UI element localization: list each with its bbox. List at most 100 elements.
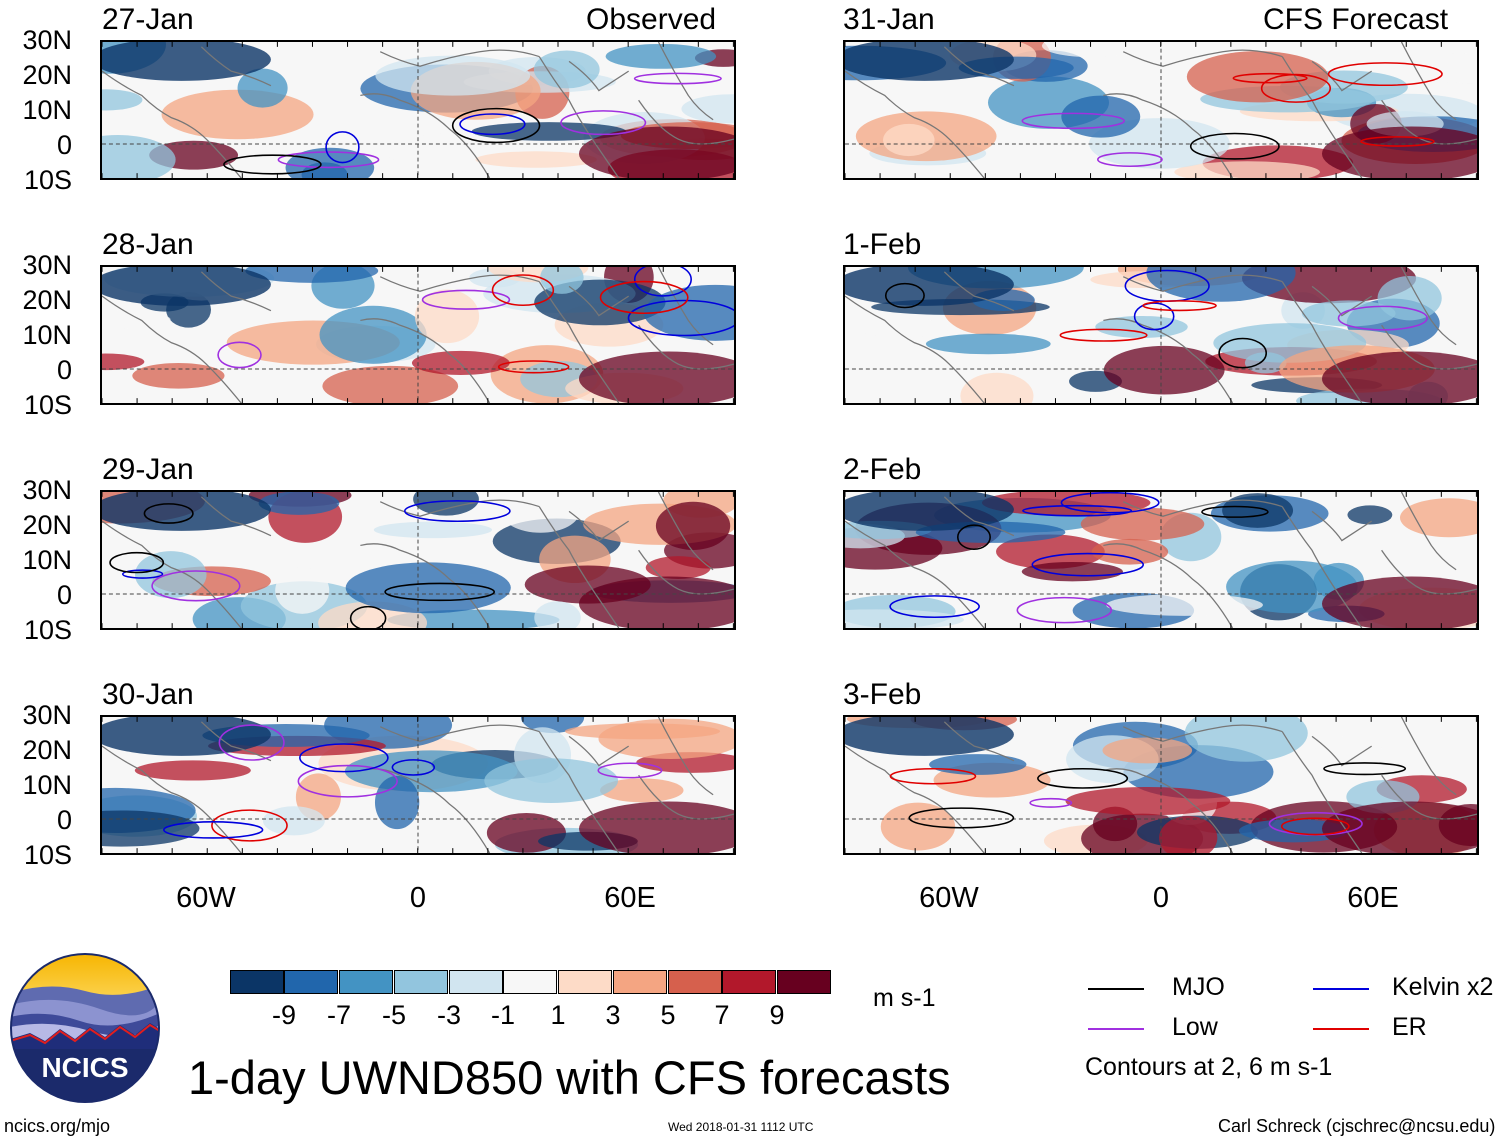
wind-anomaly-blob [301,162,348,178]
panel-date-27-jan: 27-Jan [102,3,194,36]
colorbar-tick: 1 [550,1000,566,1030]
panel-date-28-jan: 28-Jan [102,228,194,261]
wind-anomaly-blob [1347,505,1393,525]
coastline [200,271,272,312]
wind-anomaly-blob [102,309,171,330]
panel-date-31-jan: 31-Jan [843,3,935,36]
coastline [1103,318,1234,403]
wind-anomaly-blob [600,778,684,803]
mjo-contour [143,503,194,524]
wind-anomaly-blob [598,718,734,759]
wind-anomaly-blob [132,362,225,389]
coastline [200,496,272,537]
footer-author: Carl Schreck (cjschrec@ncsu.edu) [1218,1116,1496,1136]
wind-anomaly-blob [413,492,479,516]
colorbar-tick: -5 [381,1000,406,1030]
easterly-anomaly [102,267,271,306]
er-contour [1142,300,1217,312]
mjo-contour [956,524,991,550]
lon-label-60w: 60W [919,882,979,914]
coastline [638,549,734,595]
wind-anomaly-blob [1186,51,1329,103]
low-contour [1097,152,1163,168]
wind-anomaly-blob [883,123,935,157]
wind-anomaly-blob [102,810,200,847]
coastline [638,324,734,370]
wind-anomaly-blob [319,305,427,364]
lat-label-10n: 10N [22,320,72,350]
colorbar-tick: -3 [436,1000,461,1030]
coastline [943,271,1015,312]
wind-anomaly-blob [645,556,711,580]
low-contour [597,762,663,779]
wind-anomaly-blob [605,43,717,69]
westerly-anomaly [1322,351,1477,403]
colorbar-units: m s-1 [873,984,936,1012]
legend-label-er: ER [1392,1013,1427,1041]
er-contour [1327,62,1443,87]
map-panel-1-feb [843,265,1479,405]
coastline [1122,49,1283,67]
kelvin-contour [1133,302,1175,331]
coastline [1381,549,1477,595]
mjo-contour [1189,132,1280,160]
low-contour [277,151,380,169]
coastline [568,60,630,92]
mjo-contour [1201,505,1269,518]
lon-label-0: 0 [1152,882,1170,914]
er-contour [491,274,555,307]
coastline [568,735,630,767]
map-panel-29-jan [100,490,736,630]
coastline [379,49,540,67]
wind-anomaly-blob [484,758,619,803]
wind-anomaly-blob [655,501,731,550]
wind-anomaly-blob [1061,95,1141,138]
low-contour [218,724,285,761]
low-contour [633,72,722,85]
mjo-contour [223,154,322,175]
kelvin-contour [627,299,734,337]
coastline [1103,543,1234,628]
coastline [200,46,272,87]
mjo-contour [1037,768,1129,789]
kelvin-contour [1022,504,1133,517]
kelvin-contour [299,743,389,773]
lon-label-60e: 60E [1347,882,1399,914]
westerly-anomaly [1322,576,1477,628]
er-contour [211,809,288,842]
panel-date-29-jan: 29-Jan [102,453,194,486]
coastline [568,285,630,317]
coastline [102,745,242,853]
coastline [1311,285,1373,317]
coastline [1311,735,1373,767]
colorbar-tick: -1 [490,1000,515,1030]
footer-url[interactable]: ncics.org/mjo [4,1116,111,1136]
panel-date-2-feb: 2-Feb [843,453,922,486]
legend-label-kelvin: Kelvin x2 [1392,973,1494,1001]
coastline [1281,731,1363,853]
colorbar-swatch [722,970,776,994]
wind-anomaly-blob [134,760,251,781]
low-contour [1029,797,1073,808]
wind-anomaly-blob [534,601,581,628]
kelvin-contour [1031,552,1145,577]
easterly-anomaly [102,717,271,756]
wind-anomaly-blob [245,267,379,283]
lat-label-20n: 20N [22,510,72,540]
coastline [1400,492,1457,571]
mjo-contour [1218,337,1268,369]
coastline [1281,506,1363,628]
wind-anomaly-blob [161,89,314,140]
contour-note: Contours at 2, 6 m s-1 [1085,1053,1333,1081]
westerly-anomaly [579,801,734,853]
colorbar-tick: 7 [714,1000,730,1030]
coastline [1400,42,1457,121]
kelvin-contour [633,267,692,297]
lon-label-60w: 60W [176,882,236,914]
coastline [657,42,714,121]
wind-anomaly-blob [237,68,288,108]
wind-anomaly-blob [1315,736,1382,761]
legend-line-low [1088,1028,1144,1030]
wind-anomaly-blob [681,94,734,124]
er-contour [1059,328,1148,342]
